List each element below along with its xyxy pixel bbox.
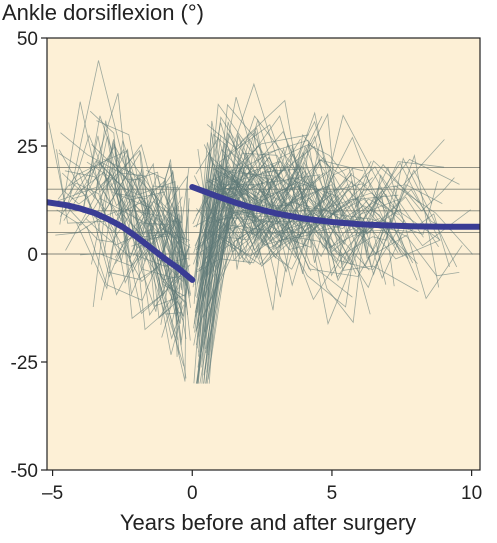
x-tick-label--5: –5 — [42, 483, 63, 504]
y-tick-label-50: 50 — [17, 29, 38, 50]
trajectory-post-119 — [197, 145, 321, 284]
trajectory-pre-76 — [61, 182, 179, 280]
trajectory-post-103 — [208, 131, 408, 384]
trajectory-pre-79 — [63, 161, 182, 289]
trajectory-post-117 — [204, 148, 278, 279]
axes: -50 -25 0 25 50 –5 0 5 10 — [11, 29, 483, 504]
trajectory-pre-50 — [65, 120, 188, 382]
trajectory-post-111 — [197, 153, 373, 338]
trajectory-post-89 — [204, 213, 254, 260]
trajectory-post-82 — [199, 133, 396, 259]
trajectory-post-115 — [205, 182, 246, 230]
trajectory-post-77 — [201, 226, 255, 302]
trajectory-post-78 — [193, 156, 452, 239]
trajectory-pre-37 — [128, 174, 186, 263]
trajectory-pre-86 — [65, 199, 190, 243]
y-tick-label--25: -25 — [11, 353, 38, 374]
trajectory-pre-83 — [162, 280, 188, 315]
trajectory-post-118 — [204, 103, 299, 332]
trajectory-pre-82 — [59, 160, 184, 340]
trajectory-pre-39 — [78, 162, 189, 317]
trajectory-pre-68 — [108, 205, 179, 280]
trajectory-post-116 — [202, 143, 414, 305]
trajectory-post-93 — [196, 151, 337, 273]
trajectory-post-102 — [202, 103, 371, 315]
trajectory-pre-87 — [166, 185, 179, 222]
chart-title: Ankle dorsiflexion (°) — [2, 0, 204, 25]
trajectory-post-69 — [203, 139, 445, 318]
x-axis-label: Years before and after surgery — [120, 510, 416, 535]
trajectory-post-59 — [196, 179, 261, 310]
trajectory-pre-85 — [86, 161, 182, 313]
trajectory-post-54 — [207, 161, 266, 380]
trajectory-pre-65 — [75, 171, 187, 340]
x-tick-label-0: 0 — [187, 483, 198, 504]
trajectory-pre-51 — [69, 60, 178, 279]
y-tick-label--50: -50 — [11, 461, 38, 482]
trajectory-pre-64 — [166, 260, 179, 318]
trajectory-pre-32 — [89, 110, 188, 320]
y-tick-label-25: 25 — [17, 137, 38, 158]
trajectory-pre-69 — [80, 211, 183, 267]
trajectory-pre-89 — [91, 159, 182, 265]
trajectory-post-91 — [197, 166, 366, 313]
trajectory-pre-61 — [82, 115, 178, 331]
trajectory-post-88 — [198, 116, 323, 357]
x-tick-label-10: 10 — [461, 483, 482, 504]
trajectory-post-109 — [197, 147, 308, 253]
trajectory-post-97 — [205, 114, 441, 370]
x-tick-label-5: 5 — [327, 483, 338, 504]
plot-area — [47, 38, 480, 470]
y-tick-label-0: 0 — [27, 245, 38, 266]
trajectory-pre-88 — [103, 140, 191, 296]
trajectory-pre-80 — [56, 149, 186, 297]
trajectory-pre-84 — [100, 176, 178, 301]
mean-line-post-surgery-mean — [189, 184, 480, 230]
trajectory-post-62 — [198, 162, 450, 277]
mean-line-pre-surgery-mean — [47, 199, 196, 283]
trajectory-pre-62 — [161, 285, 178, 338]
